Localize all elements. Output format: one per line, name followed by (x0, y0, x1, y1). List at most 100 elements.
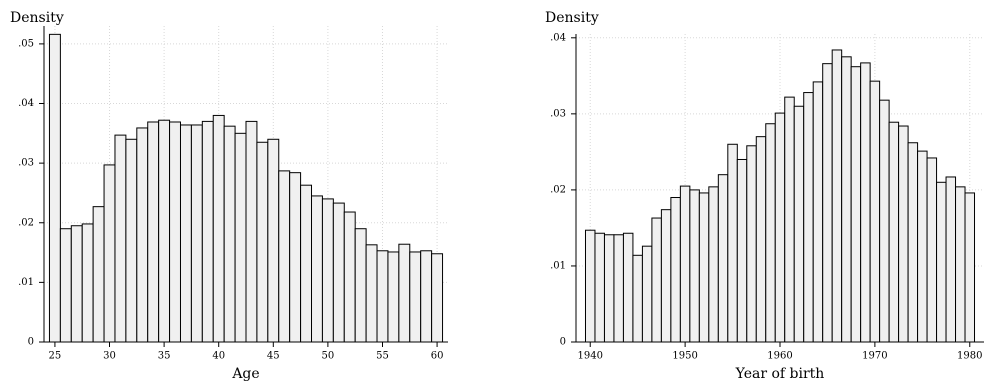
bar (92, 206, 105, 343)
x-tick-label: 1940 (578, 351, 603, 362)
y-tick-label: .05 (18, 38, 34, 49)
bar (850, 66, 862, 343)
bar (784, 96, 795, 343)
bar (278, 170, 291, 343)
x-tick-label: 1980 (957, 351, 982, 362)
bar (822, 63, 833, 343)
bar (147, 121, 160, 343)
bar (267, 138, 280, 343)
y-tick-label: .03 (550, 108, 566, 119)
x-tick-label: 30 (103, 351, 116, 362)
bar (831, 49, 843, 343)
bar (641, 245, 653, 343)
bar (917, 150, 928, 343)
bar (803, 92, 814, 343)
bar (584, 229, 596, 343)
bar (256, 141, 269, 343)
y-tick-label: .02 (550, 184, 566, 195)
y-tick-label: .02 (18, 217, 34, 228)
x-tick-label: 25 (49, 351, 62, 362)
bar (660, 209, 672, 343)
y-tick-label: .01 (18, 277, 34, 288)
bar (594, 232, 605, 343)
bar (888, 121, 900, 343)
x-axis-label: Year of birth (735, 366, 825, 382)
y-axis-label: Density (10, 10, 64, 26)
bar (936, 181, 947, 343)
bar (234, 132, 247, 343)
bar (398, 243, 411, 343)
bar (955, 186, 966, 343)
bar (59, 228, 72, 343)
bar (727, 143, 738, 343)
bar (420, 250, 433, 343)
bar (907, 142, 919, 343)
bar (689, 189, 700, 343)
bar (651, 217, 662, 343)
bar (387, 251, 400, 343)
bar (409, 251, 422, 343)
bar (964, 192, 976, 343)
bar (869, 80, 881, 343)
bar (245, 120, 258, 343)
bar (376, 250, 389, 343)
y-tick-label: .04 (550, 32, 566, 43)
bar (70, 225, 83, 343)
y-tick-label: .01 (550, 260, 566, 271)
bar (332, 202, 345, 343)
bar (860, 62, 871, 343)
bar (708, 186, 719, 343)
bar (136, 127, 149, 343)
bar (114, 134, 127, 343)
y-tick-label: .04 (18, 98, 34, 109)
x-tick-label: 1950 (672, 351, 697, 362)
y-tick-label: 0 (560, 337, 566, 348)
bar (793, 105, 805, 343)
bar (81, 223, 94, 343)
bar (343, 211, 356, 343)
bar (670, 197, 681, 343)
x-tick-label: 1970 (862, 351, 887, 362)
y-tick-label: .03 (18, 158, 34, 169)
bar (774, 112, 786, 343)
bar (632, 254, 643, 343)
bar (354, 228, 367, 343)
bar (201, 120, 214, 343)
bar (603, 234, 615, 343)
bar (212, 114, 225, 343)
bar (945, 176, 957, 343)
bar (190, 124, 203, 343)
bar (898, 125, 909, 343)
bar (169, 121, 181, 343)
bar (698, 192, 710, 343)
bar (103, 164, 116, 343)
bar (717, 174, 729, 343)
x-tick-label: 55 (376, 351, 389, 362)
x-tick-label: 40 (212, 351, 225, 362)
bar (755, 136, 767, 343)
bar (926, 157, 938, 343)
bar (158, 119, 171, 343)
bar (765, 123, 776, 343)
bar (812, 81, 824, 343)
x-tick-label: 35 (158, 351, 171, 362)
x-tick-label: 60 (431, 351, 444, 362)
bar (311, 195, 323, 343)
bar (679, 185, 691, 343)
bar (613, 234, 624, 343)
bar (879, 99, 890, 343)
bar (736, 158, 748, 343)
y-axis-label: Density (545, 10, 599, 26)
x-axis-label: Age (231, 366, 259, 382)
bar (622, 232, 634, 343)
bar (431, 253, 444, 343)
bar (179, 124, 192, 343)
bar (841, 56, 852, 343)
bar (223, 125, 236, 343)
bar (300, 184, 313, 343)
bar (289, 172, 302, 343)
x-tick-label: 1960 (767, 351, 792, 362)
bar (365, 244, 378, 343)
y-tick-label: 0 (28, 337, 34, 348)
